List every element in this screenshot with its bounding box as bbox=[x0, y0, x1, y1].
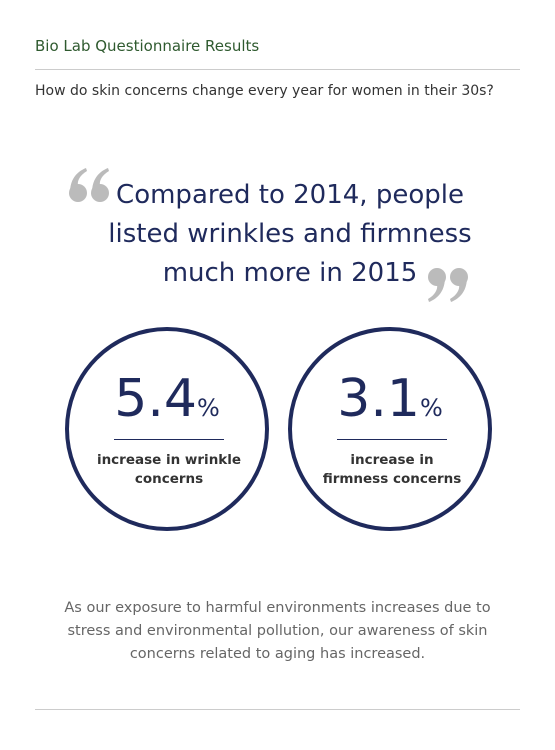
divider bbox=[35, 69, 520, 70]
stat-value: 3.1% bbox=[292, 369, 488, 429]
close-quote-icon bbox=[428, 268, 468, 302]
underline bbox=[337, 439, 447, 440]
stat-number: 5.4 bbox=[114, 369, 197, 429]
stat-label: increase in firmness concerns bbox=[322, 452, 462, 487]
quote-line: Compared to 2014, people bbox=[116, 180, 464, 210]
underline bbox=[114, 439, 224, 440]
quote-line: listed wrinkles and firmness bbox=[108, 219, 472, 249]
stat-unit: % bbox=[419, 394, 443, 422]
stat-number: 3.1 bbox=[337, 369, 420, 429]
quote-line: much more in 2015 bbox=[162, 258, 418, 288]
stat-unit: % bbox=[196, 394, 220, 422]
stat-value: 5.4% bbox=[69, 369, 265, 429]
stat-circle: 3.1% increase in firmness concerns bbox=[288, 327, 492, 531]
title: Bio Lab Questionnaire Results bbox=[35, 37, 260, 55]
quote: Compared to 2014, people listed wrinkles … bbox=[60, 176, 520, 293]
footer-text: As our exposure to harmful environments … bbox=[64, 600, 491, 662]
divider bbox=[35, 709, 520, 710]
open-quote-icon bbox=[69, 168, 109, 202]
stat-circle: 5.4% increase in wrinkle concerns bbox=[65, 327, 269, 531]
subtitle: How do skin concerns change every year f… bbox=[35, 83, 494, 99]
stat-label: increase in wrinkle concerns bbox=[96, 452, 242, 487]
